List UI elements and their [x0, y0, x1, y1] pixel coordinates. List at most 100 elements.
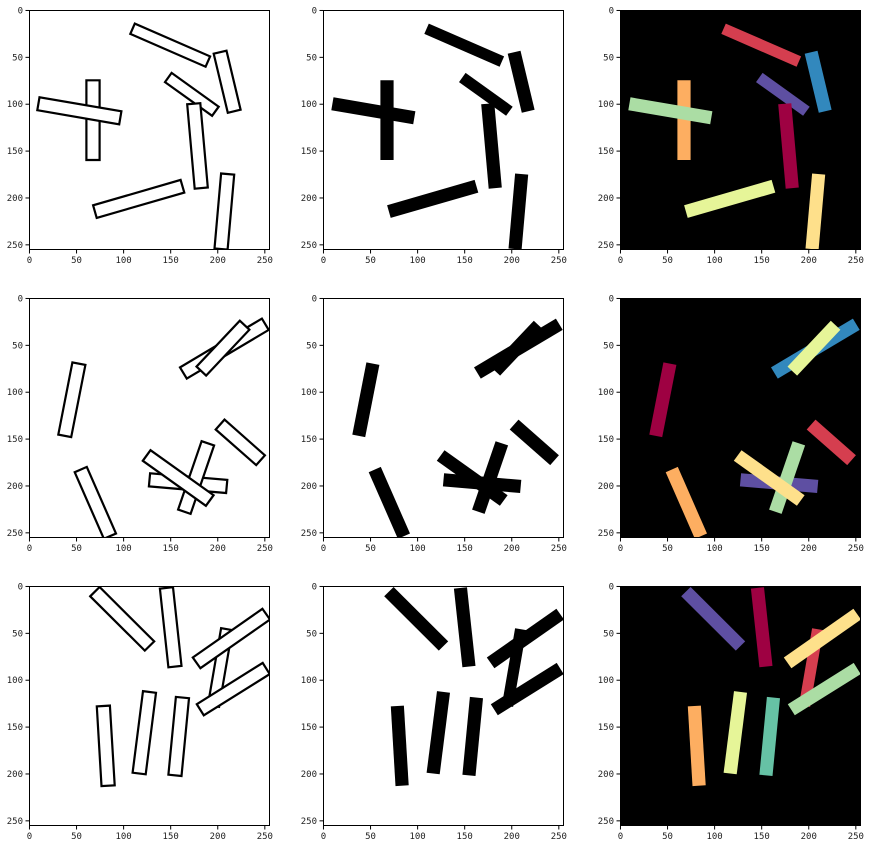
x-tick-label: 150 — [163, 832, 179, 842]
x-tick-label: 250 — [848, 832, 864, 842]
rectangle-filled-3 — [459, 72, 513, 116]
y-tick-label: 250 — [598, 241, 614, 251]
y-tick-label: 50 — [306, 629, 317, 639]
x-tick-label: 0 — [27, 832, 32, 842]
rectangle-labels-7 — [769, 441, 806, 514]
y-tick-label: 100 — [598, 676, 614, 686]
y-tick-label: 100 — [7, 676, 23, 686]
x-tick-label: 50 — [71, 256, 82, 266]
y-tick-label: 150 — [7, 723, 23, 733]
x-tick-label: 200 — [801, 544, 817, 554]
rectangle-outline-8 — [141, 448, 216, 508]
y-tick-label: 150 — [301, 435, 317, 445]
y-tick-label: 200 — [7, 194, 23, 204]
rectangle-labels-6 — [778, 103, 799, 189]
y-tick-label: 250 — [7, 529, 23, 539]
rectangle-outline-8 — [167, 695, 191, 778]
rectangle-labels-1 — [649, 362, 677, 438]
x-tick-label: 200 — [210, 544, 226, 554]
rectangle-filled-7 — [472, 441, 509, 514]
y-tick-label: 50 — [603, 341, 614, 351]
x-tick-label: 200 — [801, 832, 817, 842]
rectangle-filled-2 — [507, 50, 535, 113]
y-tick-label: 50 — [12, 629, 23, 639]
y-tick-label: 0 — [312, 582, 317, 592]
x-tick-label: 150 — [457, 832, 473, 842]
x-tick-label: 0 — [321, 832, 326, 842]
x-tick-label: 0 — [321, 544, 326, 554]
rectangle-outline-4 — [194, 319, 251, 378]
y-tick-label: 100 — [598, 100, 614, 110]
rectangle-labels-8 — [759, 696, 780, 776]
rectangle-labels-8 — [805, 173, 826, 250]
x-tick-label: 0 — [321, 256, 326, 266]
rectangle-outline-6 — [186, 102, 209, 190]
x-tick-label: 150 — [754, 832, 770, 842]
panel-r3-labels: 0 0 50 50 100 100 150 150 200 200 250 250 — [598, 582, 864, 842]
y-tick-label: 50 — [603, 629, 614, 639]
y-tick-label: 150 — [7, 147, 23, 157]
x-tick-label: 100 — [115, 832, 131, 842]
rectangle-outline-4 — [191, 607, 270, 670]
rectangle-filled-6 — [481, 103, 502, 189]
x-tick-label: 50 — [662, 256, 673, 266]
panel-r2-labels: 0 0 50 50 100 100 150 150 200 200 250 250 — [598, 294, 864, 554]
x-tick-label: 250 — [257, 832, 273, 842]
rectangle-filled-5 — [490, 662, 564, 716]
x-tick-label: 200 — [504, 832, 520, 842]
x-tick-label: 100 — [409, 256, 425, 266]
rectangle-outline-6 — [95, 704, 116, 788]
y-tick-label: 0 — [312, 294, 317, 304]
rectangle-filled-8 — [508, 173, 529, 250]
x-tick-label: 100 — [115, 544, 131, 554]
y-tick-label: 100 — [7, 388, 23, 398]
rectangle-filled-4 — [486, 608, 564, 669]
rectangle-outline-5 — [195, 661, 270, 717]
rectangle-outline-1 — [57, 361, 87, 439]
y-tick-label: 150 — [598, 435, 614, 445]
y-tick-label: 0 — [18, 6, 23, 16]
x-tick-label: 200 — [210, 256, 226, 266]
y-tick-label: 200 — [598, 770, 614, 780]
rectangle-filled-2 — [453, 587, 476, 668]
x-tick-label: 100 — [409, 832, 425, 842]
rectangle-labels-4 — [783, 608, 861, 669]
y-tick-label: 250 — [7, 241, 23, 251]
rectangle-labels-4 — [677, 80, 691, 160]
x-tick-label: 150 — [457, 256, 473, 266]
panel-background — [620, 10, 861, 250]
rectangle-labels-2 — [665, 466, 707, 538]
axes-frame — [620, 10, 861, 250]
x-tick-label: 50 — [71, 832, 82, 842]
x-tick-label: 50 — [662, 832, 673, 842]
y-tick-label: 0 — [609, 294, 614, 304]
y-tick-label: 200 — [301, 194, 317, 204]
rectangle-filled-7 — [426, 691, 450, 775]
axes-frame — [323, 10, 564, 250]
y-tick-label: 200 — [301, 482, 317, 492]
y-tick-label: 100 — [301, 100, 317, 110]
panel-r2-outline: 0 0 50 50 100 100 150 150 200 200 250 250 — [7, 294, 273, 554]
rectangle-labels-5 — [806, 419, 856, 466]
rectangle-outline-2 — [73, 465, 118, 538]
rectangle-filled-5 — [331, 97, 416, 125]
rectangle-labels-5 — [787, 662, 861, 716]
y-tick-label: 0 — [18, 294, 23, 304]
panel-r1-outline: 0 0 50 50 100 100 150 150 200 200 250 250 — [7, 6, 273, 266]
x-tick-label: 50 — [662, 544, 673, 554]
y-tick-label: 200 — [7, 482, 23, 492]
rectangle-filled-1 — [384, 587, 449, 651]
x-tick-label: 250 — [257, 256, 273, 266]
y-tick-label: 250 — [598, 529, 614, 539]
x-tick-label: 150 — [163, 544, 179, 554]
rectangle-labels-4 — [787, 320, 841, 376]
rectangle-filled-7 — [387, 179, 479, 218]
y-tick-label: 50 — [603, 53, 614, 63]
rectangle-labels-1 — [721, 23, 802, 67]
y-tick-label: 200 — [7, 770, 23, 780]
rectangle-outline-1 — [128, 22, 212, 69]
x-tick-label: 150 — [457, 544, 473, 554]
rectangle-labels-5 — [628, 97, 713, 125]
rectangle-filled-1 — [424, 23, 505, 67]
y-tick-label: 250 — [301, 817, 317, 827]
